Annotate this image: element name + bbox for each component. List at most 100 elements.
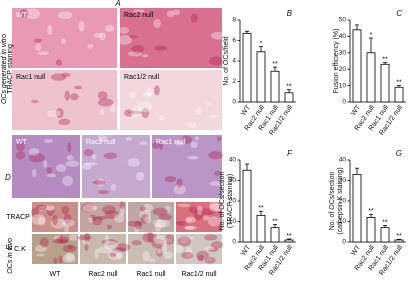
- texture: [58, 118, 71, 126]
- texture: [151, 238, 165, 249]
- bar: [366, 52, 376, 103]
- photo-d-rac1: [152, 135, 222, 198]
- texture: [106, 224, 113, 230]
- texture: [112, 247, 127, 253]
- significance: **: [286, 233, 292, 240]
- bar: [380, 63, 390, 103]
- texture: [113, 213, 125, 223]
- texture: [206, 101, 212, 106]
- texture: [39, 237, 49, 248]
- texture: [90, 214, 96, 219]
- texture: [55, 107, 64, 119]
- y-tick-label: 0: [342, 239, 346, 246]
- texture: [118, 27, 130, 34]
- photo-d-wt: [12, 135, 80, 198]
- texture: [136, 171, 145, 181]
- texture: [31, 169, 37, 178]
- significance: **: [258, 205, 264, 212]
- texture: [81, 203, 96, 213]
- photo-rac12: [120, 70, 222, 130]
- texture: [163, 251, 173, 259]
- texture: [153, 18, 161, 29]
- texture: [55, 164, 67, 172]
- texture: [156, 248, 162, 254]
- texture: [62, 253, 76, 263]
- texture: [65, 160, 80, 167]
- texture: [208, 56, 224, 66]
- y-tick-label: 2: [232, 78, 236, 85]
- texture: [42, 205, 55, 210]
- texture: [110, 183, 117, 191]
- y-tick-label: 30: [339, 177, 347, 184]
- texture: [91, 153, 97, 160]
- texture: [35, 244, 47, 253]
- side-label: OCs generated in vitro: [1, 34, 8, 104]
- y-tick-label: 20: [229, 198, 237, 205]
- texture: [195, 107, 203, 116]
- texture: [104, 234, 110, 245]
- photo-e: [176, 202, 222, 232]
- photo-e: [32, 202, 78, 232]
- photo-wt: [12, 8, 117, 68]
- panel-letter: B: [287, 9, 293, 18]
- texture: [84, 162, 98, 166]
- texture: [146, 87, 154, 97]
- texture: [164, 205, 171, 213]
- panel-letter: E.: [5, 242, 14, 250]
- texture: [66, 155, 74, 161]
- texture: [114, 243, 131, 252]
- significance: **: [396, 233, 402, 240]
- texture: [28, 153, 45, 163]
- photo-rac1: [12, 70, 117, 130]
- y-tick-label: 6: [232, 37, 236, 44]
- y-axis-label: (TRACP staining): [227, 174, 234, 228]
- texture: [177, 203, 191, 207]
- texture: [101, 239, 118, 245]
- texture: [43, 160, 48, 169]
- texture: [216, 136, 222, 142]
- texture: [202, 215, 210, 221]
- y-axis-label: No. of OCs/section: [219, 172, 226, 231]
- texture: [179, 236, 194, 241]
- y-axis-label: Fusion efficiency (%): [333, 29, 340, 94]
- row-label: TRACP: [6, 214, 30, 221]
- y-axis-label: No. of OCs/field: [223, 36, 230, 86]
- texture: [158, 213, 173, 221]
- texture: [129, 91, 137, 98]
- significance: **: [382, 56, 388, 63]
- texture: [186, 155, 199, 160]
- bar: [256, 214, 266, 243]
- texture: [99, 32, 106, 41]
- texture: [154, 222, 162, 232]
- photo-rac2: [120, 8, 222, 68]
- texture: [52, 239, 69, 244]
- texture: [128, 110, 143, 114]
- texture: [56, 236, 70, 244]
- texture: [97, 91, 108, 100]
- texture: [137, 101, 153, 113]
- texture: [92, 180, 106, 185]
- y-tick-label: 40: [229, 157, 237, 164]
- texture: [87, 43, 93, 49]
- texture: [97, 190, 110, 195]
- texture: [38, 216, 46, 226]
- texture: [67, 245, 73, 250]
- texture: [43, 138, 54, 144]
- texture: [134, 223, 140, 234]
- texture: [151, 141, 160, 149]
- texture: [82, 162, 92, 171]
- texture: [179, 239, 188, 244]
- texture: [50, 73, 67, 81]
- texture: [102, 205, 116, 215]
- texture: [20, 73, 27, 80]
- texture: [200, 208, 216, 215]
- texture: [194, 136, 199, 141]
- texture: [92, 205, 98, 211]
- texture: [127, 157, 140, 168]
- column-label: WT: [50, 271, 62, 278]
- texture: [174, 244, 184, 253]
- texture: [30, 99, 39, 104]
- texture: [156, 247, 163, 257]
- texture: [158, 141, 164, 151]
